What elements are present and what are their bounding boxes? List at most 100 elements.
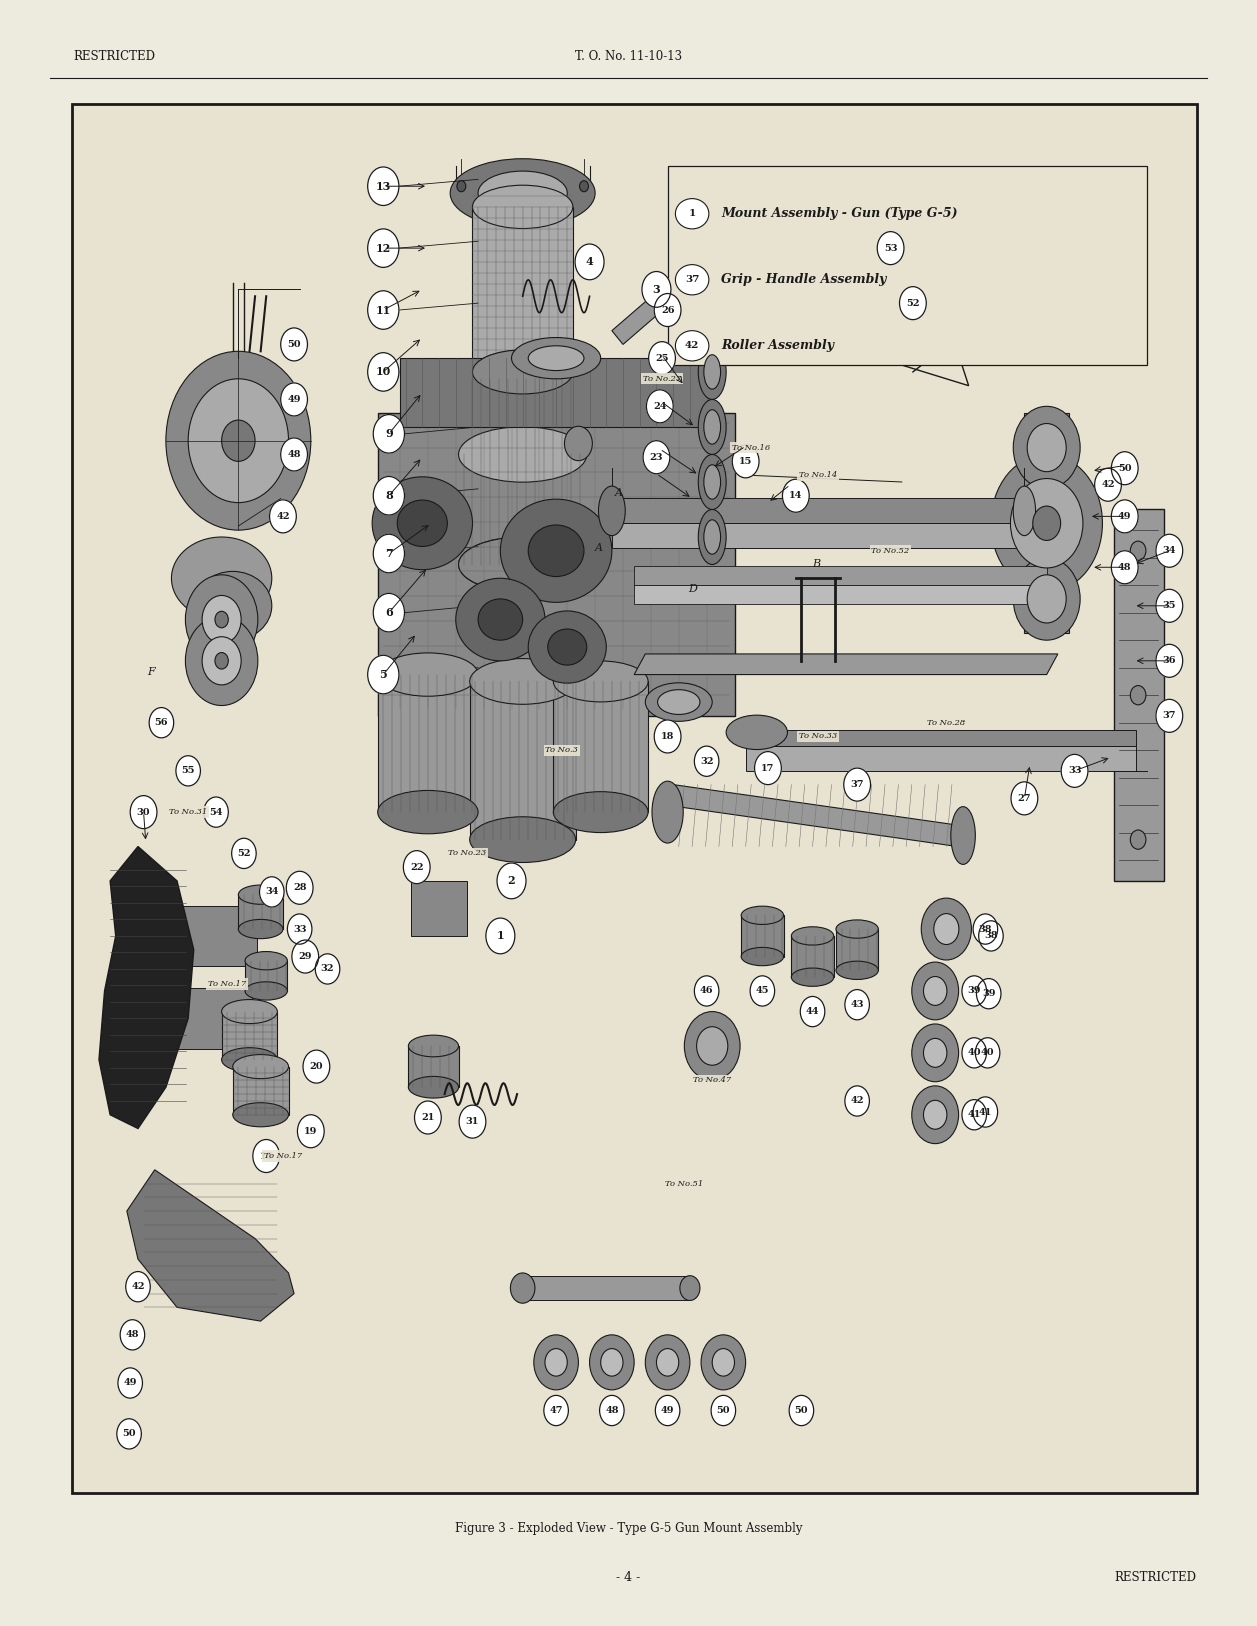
Circle shape [750, 976, 774, 1006]
Text: 35: 35 [1163, 602, 1177, 610]
Circle shape [368, 353, 398, 392]
Text: 10: 10 [376, 366, 391, 377]
Text: 48: 48 [126, 1330, 140, 1340]
Text: 43: 43 [851, 1000, 864, 1010]
Ellipse shape [656, 1348, 679, 1376]
Text: 41: 41 [979, 1107, 992, 1117]
Text: 49: 49 [123, 1379, 137, 1387]
Ellipse shape [1027, 423, 1066, 472]
Ellipse shape [921, 898, 972, 959]
Ellipse shape [473, 350, 573, 393]
Ellipse shape [166, 351, 310, 530]
Circle shape [415, 1101, 441, 1133]
Circle shape [900, 286, 926, 320]
Circle shape [368, 291, 398, 330]
Circle shape [368, 655, 398, 694]
Bar [409, 1046, 459, 1088]
Bar [473, 207, 573, 372]
Text: 29: 29 [298, 953, 312, 961]
Circle shape [782, 480, 810, 512]
FancyBboxPatch shape [163, 906, 258, 966]
Circle shape [459, 1106, 486, 1138]
Bar [233, 1067, 289, 1115]
Text: 6: 6 [385, 606, 392, 618]
Circle shape [649, 341, 675, 374]
Text: 52: 52 [238, 849, 250, 859]
Ellipse shape [215, 611, 229, 628]
Ellipse shape [245, 951, 288, 969]
Ellipse shape [657, 689, 700, 714]
Text: 1: 1 [497, 930, 504, 941]
Ellipse shape [377, 790, 478, 834]
Ellipse shape [1033, 506, 1061, 540]
Ellipse shape [699, 400, 727, 454]
Ellipse shape [564, 426, 592, 460]
Circle shape [1156, 699, 1183, 732]
Ellipse shape [1011, 478, 1084, 567]
Text: 46: 46 [700, 987, 714, 995]
Text: 2: 2 [508, 875, 515, 886]
Ellipse shape [185, 616, 258, 706]
Ellipse shape [215, 652, 229, 668]
Ellipse shape [473, 185, 573, 229]
Ellipse shape [372, 476, 473, 569]
Ellipse shape [470, 659, 576, 704]
Ellipse shape [189, 379, 289, 502]
Ellipse shape [528, 346, 585, 371]
Circle shape [646, 390, 674, 423]
Text: 37: 37 [1163, 711, 1177, 720]
Text: F: F [147, 667, 155, 676]
Text: 49: 49 [661, 1406, 674, 1415]
Text: RESTRICTED: RESTRICTED [1115, 1571, 1197, 1584]
Circle shape [253, 1140, 279, 1172]
Circle shape [150, 707, 173, 738]
Circle shape [843, 767, 871, 802]
Ellipse shape [991, 454, 1102, 592]
Text: B: B [812, 559, 821, 569]
Text: RESTRICTED: RESTRICTED [73, 50, 155, 63]
Polygon shape [99, 847, 194, 1128]
Text: 45: 45 [755, 987, 769, 995]
Text: 27: 27 [1018, 793, 1031, 803]
Ellipse shape [579, 180, 588, 192]
Text: 17: 17 [762, 764, 774, 772]
Text: 33: 33 [1067, 766, 1081, 776]
Text: 47: 47 [549, 1406, 563, 1415]
Ellipse shape [553, 662, 649, 702]
Text: 19: 19 [304, 1127, 318, 1135]
Text: 20: 20 [309, 1062, 323, 1072]
Text: A: A [615, 488, 623, 498]
Ellipse shape [652, 780, 684, 842]
Text: 34: 34 [265, 888, 279, 896]
Text: 42: 42 [685, 341, 699, 350]
Ellipse shape [202, 637, 241, 685]
Ellipse shape [590, 1335, 635, 1390]
Circle shape [962, 976, 987, 1006]
Bar [245, 961, 288, 990]
Text: To No.14: To No.14 [799, 472, 837, 480]
Circle shape [973, 1098, 998, 1127]
Circle shape [316, 954, 339, 984]
Bar [553, 681, 649, 811]
Text: 3: 3 [652, 285, 660, 294]
Ellipse shape [459, 537, 587, 592]
Circle shape [733, 446, 759, 478]
Ellipse shape [704, 410, 720, 444]
Text: 11: 11 [376, 304, 391, 315]
Circle shape [131, 795, 157, 829]
Text: 16: 16 [259, 1151, 273, 1161]
Text: 42: 42 [277, 512, 289, 520]
Ellipse shape [185, 576, 258, 665]
Ellipse shape [239, 885, 283, 904]
Text: To No.27: To No.27 [642, 376, 681, 382]
Text: 50: 50 [716, 1406, 730, 1415]
Text: 40: 40 [980, 1049, 994, 1057]
Bar [72, 104, 1197, 1493]
Ellipse shape [836, 961, 879, 979]
Circle shape [574, 244, 605, 280]
Ellipse shape [528, 525, 585, 577]
Ellipse shape [934, 914, 959, 945]
Text: 32: 32 [700, 756, 714, 766]
Bar [745, 746, 1136, 771]
Ellipse shape [699, 454, 727, 509]
